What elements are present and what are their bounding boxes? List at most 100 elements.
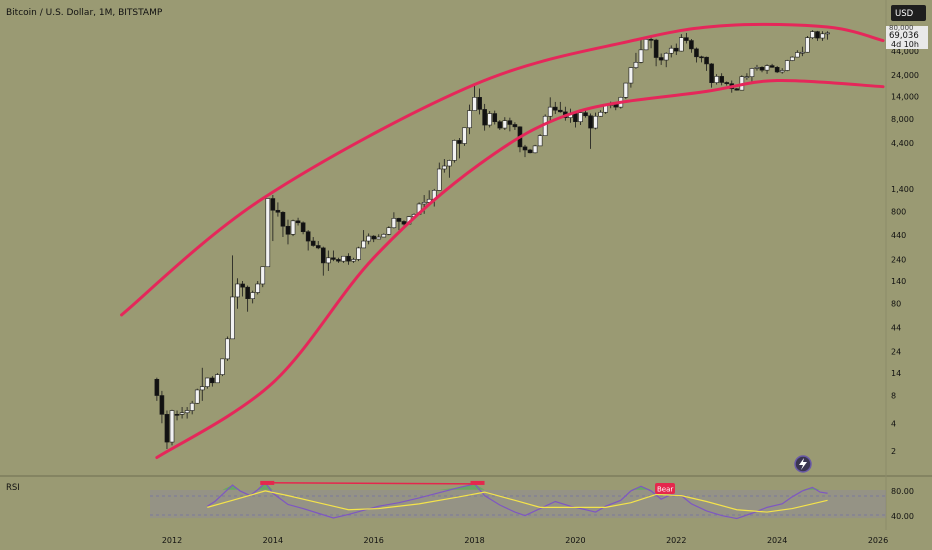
- y-tick-label: 14: [891, 369, 901, 378]
- candle-up: [447, 160, 452, 167]
- rsi-divergence-marker: [470, 480, 485, 485]
- candle-down: [769, 65, 775, 68]
- candle-down: [210, 377, 215, 384]
- candle-down: [694, 48, 699, 58]
- candle-down: [527, 149, 533, 154]
- rsi-line: [206, 481, 828, 520]
- bear-label: Bear: [657, 486, 673, 494]
- candle-down: [522, 146, 528, 151]
- candle-up: [189, 402, 195, 411]
- candle-down: [315, 245, 321, 249]
- rsi-overbought-fill: [474, 483, 485, 490]
- rsi-label: RSI: [6, 483, 20, 493]
- rsi-ma-line: [207, 490, 828, 513]
- currency-button[interactable]: [891, 5, 926, 21]
- currency-label: USD: [895, 9, 914, 19]
- candle-up: [326, 257, 331, 264]
- y-tick-label: 8: [891, 392, 896, 401]
- candle-down: [673, 47, 679, 52]
- candle-up: [779, 70, 785, 73]
- bear-badge: [655, 483, 675, 494]
- candle-up: [290, 220, 296, 235]
- candle-down: [507, 120, 513, 125]
- candle-down: [457, 140, 462, 144]
- candle-down: [552, 106, 558, 111]
- candle-up: [749, 68, 755, 78]
- candle-up: [265, 198, 271, 268]
- y-tick-label: 140: [891, 277, 906, 286]
- candle-up: [250, 292, 255, 299]
- candle-up: [421, 202, 427, 205]
- candles: [154, 30, 830, 450]
- y-tick-label: 2: [891, 447, 896, 456]
- rsi-divergence-marker: [260, 480, 275, 485]
- x-axis: 2012 2014 2016 2018 2020 2022 2024 2026: [162, 536, 888, 545]
- candle-up: [235, 283, 240, 298]
- candle-down: [497, 121, 503, 129]
- rsi-divergence-line: [265, 481, 475, 485]
- candle-up: [356, 247, 361, 260]
- rsi-lines: [206, 480, 828, 520]
- candle-up: [391, 218, 397, 229]
- y-tick-label: 1,400: [891, 185, 914, 194]
- candle-down: [371, 235, 377, 240]
- chart-title: Bitcoin / U.S. Dollar, 1M, BITSTAMP: [6, 8, 163, 18]
- candle-down: [174, 414, 180, 416]
- candle-up: [194, 389, 200, 404]
- candle-down: [275, 209, 281, 213]
- candle-up: [754, 67, 760, 69]
- candle-down: [583, 112, 588, 117]
- candle-up: [714, 76, 719, 83]
- candle-up: [184, 410, 190, 414]
- candle-up: [623, 82, 629, 98]
- channel-lower-line: [155, 78, 885, 460]
- candle-down: [492, 113, 498, 123]
- candle-down: [245, 286, 250, 299]
- candle-up: [376, 236, 382, 240]
- candle-countdown: 4d 10h: [891, 40, 919, 49]
- y-tick-label: 24,000: [891, 71, 919, 80]
- candle-down: [684, 37, 689, 41]
- candle-down: [815, 31, 820, 39]
- candle-up: [820, 33, 825, 39]
- candle-down: [270, 198, 276, 211]
- candle-up: [784, 60, 790, 71]
- x-tick-label: 2014: [263, 536, 283, 545]
- candle-up: [810, 31, 815, 39]
- candle-up: [472, 97, 477, 111]
- candle-up: [467, 110, 472, 129]
- candle-up: [205, 377, 210, 387]
- candle-down: [709, 63, 714, 83]
- lightning-icon[interactable]: [794, 455, 812, 473]
- x-tick-label: 2024: [767, 536, 787, 545]
- candle-up: [598, 111, 603, 117]
- y-tick-label: 8,000: [891, 115, 914, 124]
- x-tick-label: 2018: [464, 536, 484, 545]
- candle-down: [774, 67, 780, 73]
- candle-down: [699, 56, 704, 59]
- candle-up: [199, 386, 205, 391]
- candle-down: [704, 56, 709, 65]
- candle-up: [436, 168, 442, 191]
- candle-up: [668, 47, 674, 54]
- candle-down: [401, 221, 407, 225]
- candle-up: [502, 120, 508, 129]
- candle-up: [381, 233, 387, 238]
- candle-down: [512, 124, 518, 128]
- candle-down: [240, 283, 245, 288]
- candle-up: [789, 56, 795, 61]
- channel-upper-line: [120, 22, 885, 317]
- candle-down: [305, 231, 311, 242]
- candle-up: [547, 106, 553, 117]
- candle-down: [689, 40, 694, 50]
- candle-down: [588, 115, 593, 129]
- candle-up: [593, 115, 598, 129]
- y-tick-label: 44,000: [891, 47, 919, 56]
- candle-up: [260, 266, 266, 285]
- y-tick-label: 240: [891, 255, 906, 264]
- candle-down: [477, 97, 482, 110]
- candle-up: [215, 374, 220, 384]
- candle-up: [361, 240, 366, 249]
- candle-down: [658, 57, 664, 61]
